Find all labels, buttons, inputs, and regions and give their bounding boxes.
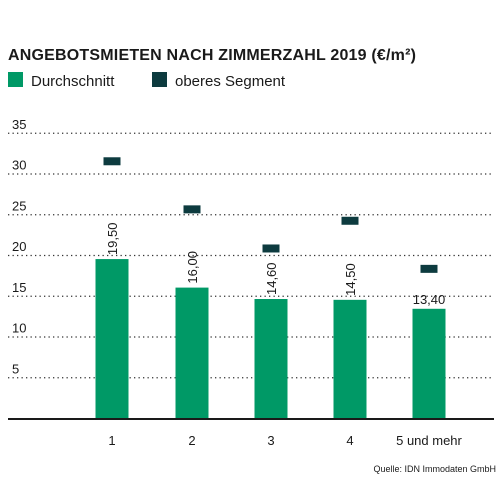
value-label-3: 14,60 [264, 262, 279, 295]
legend-label-oberes-segment: oberes Segment [175, 73, 286, 90]
value-label-5: 13,40 [413, 292, 446, 307]
y-tick-label: 5 [12, 361, 19, 376]
y-tick-label: 20 [12, 239, 26, 254]
marker-series-oberes-segment [103, 157, 438, 273]
marker-oberes-segment-5 [420, 264, 438, 273]
bar-durchschnitt-3 [254, 299, 288, 418]
y-tick-label: 15 [12, 280, 26, 295]
value-label-4: 14,50 [343, 263, 358, 296]
bar-series-durchschnitt [95, 259, 446, 418]
legend-label-durchschnitt: Durchschnitt [31, 73, 115, 90]
marker-oberes-segment-3 [262, 244, 280, 253]
y-tick-label: 30 [12, 158, 26, 173]
y-tick-label: 35 [12, 117, 26, 132]
marker-oberes-segment-1 [103, 157, 121, 166]
bar-durchschnitt-5 [412, 308, 446, 418]
source-note: Quelle: IDN Immodaten GmbH [373, 464, 496, 474]
value-label-1: 19,50 [105, 223, 120, 256]
legend-swatch-oberes-segment [152, 72, 167, 87]
x-category-label: 3 [267, 433, 274, 448]
gridlines [8, 132, 494, 379]
y-axis-ticks: 5 10 15 20 25 30 35 [12, 117, 26, 377]
y-tick-label: 25 [12, 198, 26, 213]
value-labels: 19,50 16,00 14,60 14,50 13,40 [105, 223, 445, 307]
bar-durchschnitt-1 [95, 259, 129, 418]
bar-durchschnitt-4 [333, 299, 367, 418]
legend-swatch-durchschnitt [8, 72, 23, 87]
value-label-2: 16,00 [185, 251, 200, 284]
x-category-label: 5 und mehr [396, 433, 462, 448]
legend: Durchschnitt oberes Segment [8, 72, 286, 90]
marker-oberes-segment-2 [183, 205, 201, 214]
y-tick-label: 10 [12, 321, 26, 336]
marker-oberes-segment-4 [341, 216, 359, 225]
bar-durchschnitt-2 [175, 287, 209, 418]
chart-title: ANGEBOTSMIETEN NACH ZIMMERZAHL 2019 (€/m… [8, 47, 416, 64]
x-category-label: 4 [346, 433, 353, 448]
x-axis-categories: 1 2 3 4 5 und mehr [108, 433, 462, 448]
x-category-label: 2 [188, 433, 195, 448]
x-category-label: 1 [108, 433, 115, 448]
